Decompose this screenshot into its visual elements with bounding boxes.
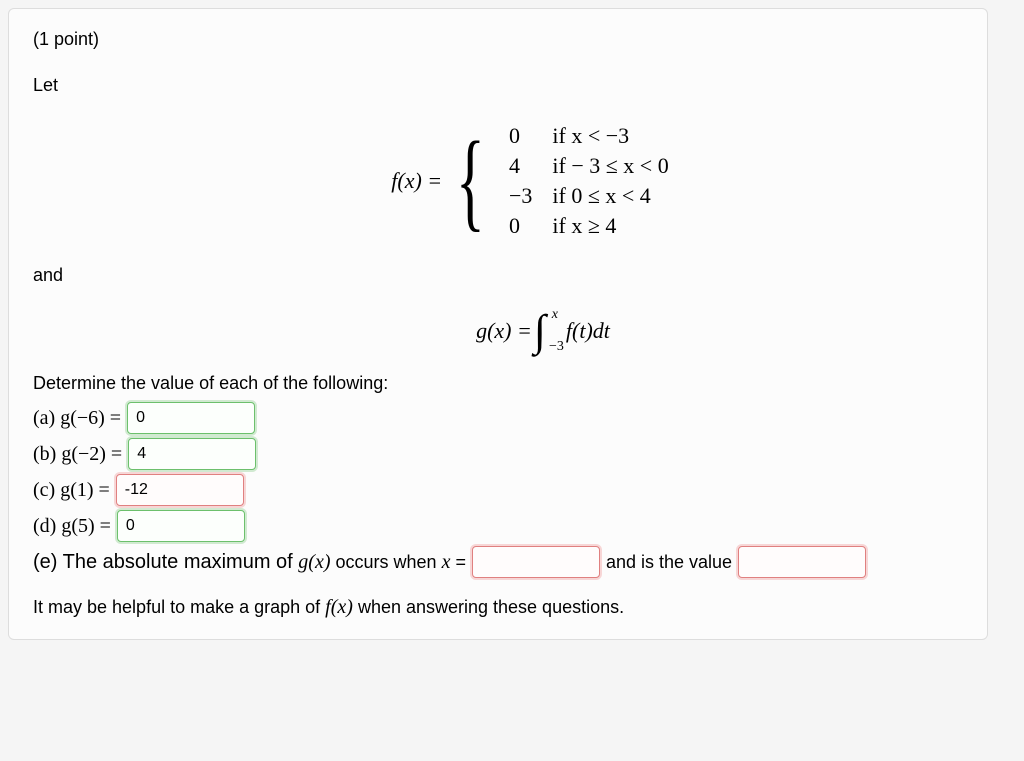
piecewise-lhs: f(x) = [391,168,442,194]
part-c-input[interactable] [116,474,244,506]
integral-definition: g(x) = ∫ x −3 f(t)dt [33,309,963,353]
case-val: 0 [505,122,546,150]
part-e-prefix: (e) The absolute maximum of g(x) occurs … [33,551,466,574]
integral-lhs: g(x) = [476,318,532,344]
hint-text: It may be helpful to make a graph of f(x… [33,596,963,619]
integral-lower: −3 [549,339,564,355]
integral-upper: x [552,307,558,323]
part-e-mid: and is the value [606,552,732,573]
part-b: (b) g(−2) = [33,438,963,470]
part-a-input[interactable] [127,402,255,434]
case-cond: if x < −3 [548,122,682,150]
part-d-input[interactable] [117,510,245,542]
brace-icon: { [456,134,485,228]
and-label: and [33,256,963,296]
let-label: Let [33,66,963,106]
case-cond: if x ≥ 4 [548,212,682,240]
prompt: Determine the value of each of the follo… [33,373,963,394]
part-c: (c) g(1) = [33,474,963,506]
part-b-input[interactable] [128,438,256,470]
integrand: f(t)dt [566,318,610,344]
piecewise-cases: 0if x < −3 4if − 3 ≤ x < 0 −3if 0 ≤ x < … [503,120,685,242]
part-a-label: (a) g(−6) = [33,407,121,430]
points-label: (1 point) [33,29,963,50]
case-val: 0 [505,212,546,240]
case-cond: if 0 ≤ x < 4 [548,182,682,210]
case-val: −3 [505,182,546,210]
piecewise-definition: f(x) = { 0if x < −3 4if − 3 ≤ x < 0 −3if… [33,120,963,242]
part-d: (d) g(5) = [33,510,963,542]
integral-symbol: ∫ x −3 [534,309,546,353]
part-e: (e) The absolute maximum of g(x) occurs … [33,546,963,578]
case-val: 4 [505,152,546,180]
part-d-label: (d) g(5) = [33,515,111,538]
part-a: (a) g(−6) = [33,402,963,434]
problem-container: (1 point) Let f(x) = { 0if x < −3 4if − … [8,8,988,640]
part-e-value-input[interactable] [738,546,866,578]
part-b-label: (b) g(−2) = [33,443,122,466]
case-cond: if − 3 ≤ x < 0 [548,152,682,180]
part-e-x-input[interactable] [472,546,600,578]
part-c-label: (c) g(1) = [33,479,110,502]
